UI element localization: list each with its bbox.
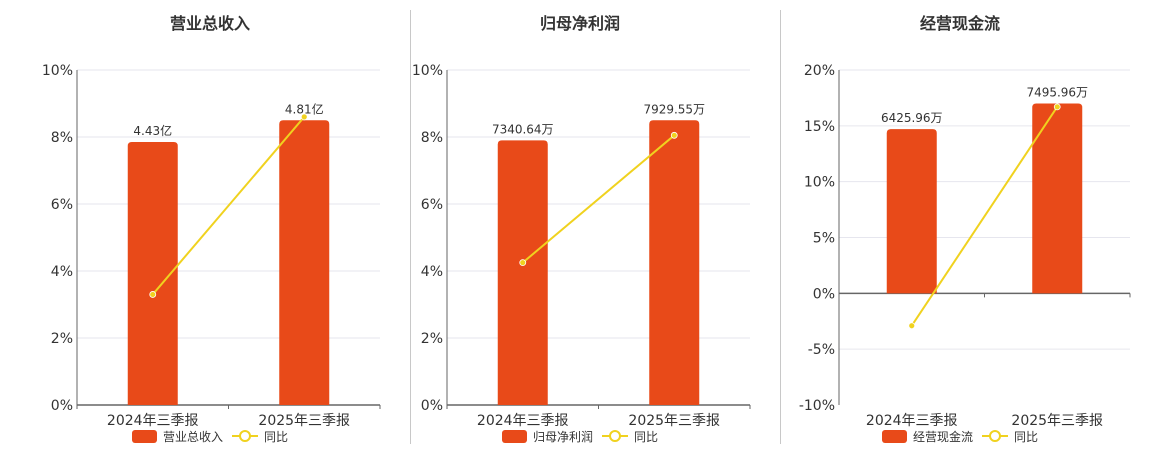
x-tick-label: 2024年三季报: [866, 413, 958, 429]
y-tick-label: 15%: [804, 119, 835, 135]
chart-panel-1: 营业总收入 0% 2% 4% 6% 8% 10% 2024年三季报 2025年三季报 4.43亿 4…: [42, 14, 381, 444]
y-tick-label: 2%: [51, 331, 73, 347]
legend-label-bar: 经营现金流: [913, 429, 973, 444]
y-tick-label: -10%: [799, 398, 835, 414]
bar: [279, 120, 330, 405]
yoy-point: [519, 259, 527, 267]
yoy-line: [910, 106, 1059, 327]
legend-label-line: 同比: [1014, 430, 1038, 444]
y-tick-label: 0%: [51, 398, 73, 414]
bar-data-label: 7340.64万: [492, 122, 554, 136]
x-tick-label: 2024年三季报: [477, 413, 569, 429]
legend-label-bar: 营业总收入: [163, 430, 223, 444]
y-tick-label: 0%: [421, 398, 443, 414]
legend-swatch-bar: [882, 430, 907, 443]
legend-swatch-line-marker: [239, 430, 251, 442]
chart-title: 归母净利润: [540, 14, 620, 33]
y-tick-label: -5%: [808, 342, 835, 358]
yoy-point: [149, 291, 157, 298]
bar: [1032, 103, 1083, 294]
yoy-point: [670, 131, 678, 139]
y-tick-label: 8%: [51, 130, 73, 146]
x-tick-label: 2025年三季报: [628, 413, 720, 429]
y-tick-label: 10%: [804, 175, 835, 191]
legend-swatch-line-marker: [989, 430, 1001, 442]
y-tick-label: 2%: [421, 331, 443, 347]
bar: [886, 129, 937, 294]
legend-swatch-bar: [502, 430, 527, 443]
y-tick-label: 8%: [421, 130, 443, 146]
yoy-point: [1053, 103, 1061, 111]
chart-title: 营业总收入: [170, 14, 250, 33]
x-tick-label: 2025年三季报: [258, 413, 350, 429]
y-tick-label: 10%: [412, 63, 443, 79]
y-tick-label: 6%: [421, 197, 443, 213]
legend-label-line: 同比: [634, 430, 658, 444]
chart-divider-1: [410, 10, 411, 444]
bar-data-label: 4.43亿: [133, 123, 172, 138]
legend-label-line: 同比: [264, 430, 288, 444]
y-tick-label: 6%: [51, 197, 73, 213]
chart-panel-2: 归母净利润 0% 2% 4% 6% 8% 10% 2024年三季报 2025年三季报 7340.6…: [412, 14, 751, 444]
yoy-line: [151, 116, 306, 296]
y-tick-label: 4%: [51, 264, 73, 280]
legend-swatch-bar: [132, 430, 157, 443]
y-tick-label: 4%: [421, 264, 443, 280]
legend-swatch-line-marker: [609, 430, 621, 442]
yoy-point: [908, 322, 916, 330]
y-tick-label: 0%: [813, 286, 835, 302]
yoy-line: [522, 134, 675, 264]
chart-divider-2: [780, 10, 781, 444]
x-tick-label: 2024年三季报: [107, 413, 199, 429]
chart-panel-3: 经营现金流 -10% -5% 0% 5% 10% 15% 20% 2024年三季报 2025年三季…: [799, 14, 1131, 444]
y-tick-label: 20%: [804, 63, 835, 79]
bar-data-label: 7929.55万: [643, 102, 705, 116]
bar-data-label: 6425.96万: [881, 111, 943, 125]
bar-data-label: 7495.96万: [1026, 86, 1088, 100]
chart-title: 经营现金流: [920, 14, 1000, 33]
bar: [497, 140, 548, 405]
bar: [127, 142, 178, 405]
yoy-point: [300, 113, 308, 121]
legend-label-bar: 归母净利润: [533, 430, 593, 444]
y-tick-label: 10%: [42, 63, 73, 79]
bar-data-label: 4.81亿: [285, 101, 324, 116]
bar: [649, 120, 700, 405]
y-tick-label: 5%: [813, 231, 835, 247]
x-tick-label: 2025年三季报: [1011, 413, 1103, 429]
